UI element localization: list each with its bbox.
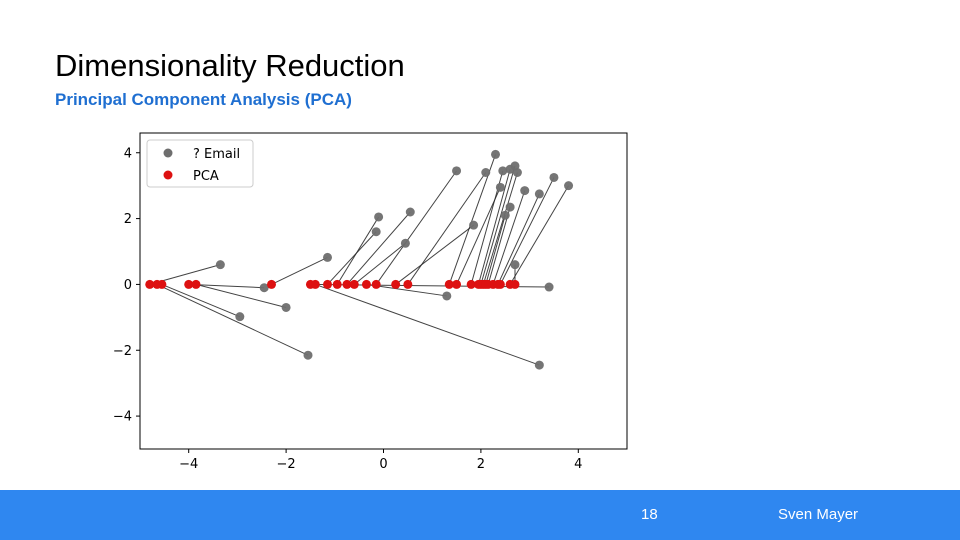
author-name: Sven Mayer [778, 506, 859, 523]
pca-point-12 [361, 279, 371, 289]
legend: ? Email PCA [146, 139, 254, 188]
connector-line-8 [327, 231, 377, 285]
connector-line-26 [509, 185, 569, 285]
email-point-16 [491, 149, 501, 159]
y-tick-label-2: 0 [124, 278, 132, 293]
connector-line-1 [161, 283, 241, 318]
pca-point-10 [342, 279, 352, 289]
x-tick-label-1: −2 [277, 457, 296, 472]
email-point-25 [549, 172, 559, 182]
connector-lines [149, 154, 569, 366]
email-point-0 [215, 260, 225, 270]
email-point-13 [452, 166, 462, 176]
email-point-27 [510, 260, 520, 270]
connector-line-3 [188, 283, 265, 289]
legend-email-label: ? Email [193, 147, 240, 162]
y-tick-label-1: −2 [113, 344, 132, 359]
pca-point-16 [444, 279, 454, 289]
connector-line-10 [346, 211, 411, 285]
email-point-12 [442, 291, 452, 301]
pca-point-3 [184, 279, 194, 289]
connector-line-11 [353, 242, 406, 285]
pca-point-15 [403, 279, 413, 289]
footer-bar [0, 490, 960, 540]
email-point-8 [371, 227, 381, 237]
email-point-24 [534, 189, 544, 199]
email-point-3 [259, 283, 269, 293]
connector-line-24 [497, 193, 540, 285]
pca-point-5 [266, 279, 276, 289]
pca-point-11 [349, 279, 359, 289]
email-point-1 [235, 312, 245, 322]
connector-line-20 [480, 165, 516, 285]
pca-point-4 [191, 279, 201, 289]
pca-point-17 [452, 279, 462, 289]
page-number: 18 [641, 506, 658, 523]
slide-title: Dimensionality Reduction [55, 48, 405, 83]
pca-points [145, 279, 520, 289]
connector-line-5 [271, 256, 328, 285]
x-tick-label-3: 2 [477, 457, 485, 472]
slide-subtitle: Principal Component Analysis (PCA) [55, 90, 352, 109]
email-point-22 [505, 202, 515, 212]
email-point-23 [520, 186, 530, 196]
email-point-15 [481, 168, 491, 177]
y-tick-label-3: 2 [124, 212, 132, 227]
x-tick-label-0: −4 [179, 457, 198, 472]
pca-point-2 [152, 279, 162, 289]
email-points [215, 149, 574, 370]
email-point-14 [469, 220, 479, 230]
email-point-28 [500, 210, 510, 220]
connector-line-2 [156, 283, 309, 356]
connector-line-17 [456, 187, 501, 285]
pca-point-0 [145, 279, 155, 289]
connector-line-9 [336, 216, 380, 285]
connector-line-7 [315, 283, 540, 366]
email-point-7 [534, 360, 544, 370]
x-tick-label-4: 4 [574, 457, 582, 472]
pca-point-18 [466, 279, 476, 289]
email-point-9 [374, 212, 384, 222]
connector-line-28 [485, 215, 506, 285]
email-point-18 [498, 166, 508, 176]
pca-scatter-chart: −4 −2 0 2 4 −4 −2 0 2 4 ? Email PCA [113, 132, 628, 472]
legend-pca-marker [163, 170, 173, 180]
email-point-4 [281, 302, 291, 312]
connector-line-22 [487, 206, 511, 285]
pca-point-28 [481, 279, 491, 289]
pca-point-8 [322, 279, 332, 289]
connector-line-13 [375, 170, 457, 285]
pca-point-13 [371, 279, 381, 289]
axis-ticks: −4 −2 0 2 4 −4 −2 0 2 4 [113, 146, 583, 472]
pca-point-14 [391, 279, 401, 289]
connector-line-23 [492, 190, 526, 285]
connector-line-25 [499, 177, 555, 285]
legend-email-marker [163, 148, 173, 158]
pca-point-9 [332, 279, 342, 289]
pca-point-27 [510, 279, 520, 289]
email-point-26 [564, 181, 574, 191]
email-point-10 [405, 207, 415, 217]
connector-line-21 [482, 172, 518, 285]
connector-line-4 [195, 283, 287, 308]
legend-pca-label: PCA [193, 169, 219, 184]
y-tick-label-4: 4 [124, 146, 132, 161]
y-tick-label-0: −4 [113, 410, 132, 425]
pca-point-25 [495, 279, 505, 289]
connector-line-19 [477, 169, 511, 285]
email-point-11 [400, 238, 410, 248]
email-point-6 [544, 282, 554, 292]
email-point-5 [322, 252, 332, 262]
connector-line-15 [407, 172, 487, 285]
connector-line-14 [395, 224, 474, 285]
legend-box [146, 139, 254, 188]
email-point-21 [512, 168, 522, 177]
x-tick-label-2: 0 [379, 457, 387, 472]
email-point-2 [303, 350, 313, 360]
pca-point-7 [310, 279, 320, 289]
email-point-17 [495, 182, 505, 192]
